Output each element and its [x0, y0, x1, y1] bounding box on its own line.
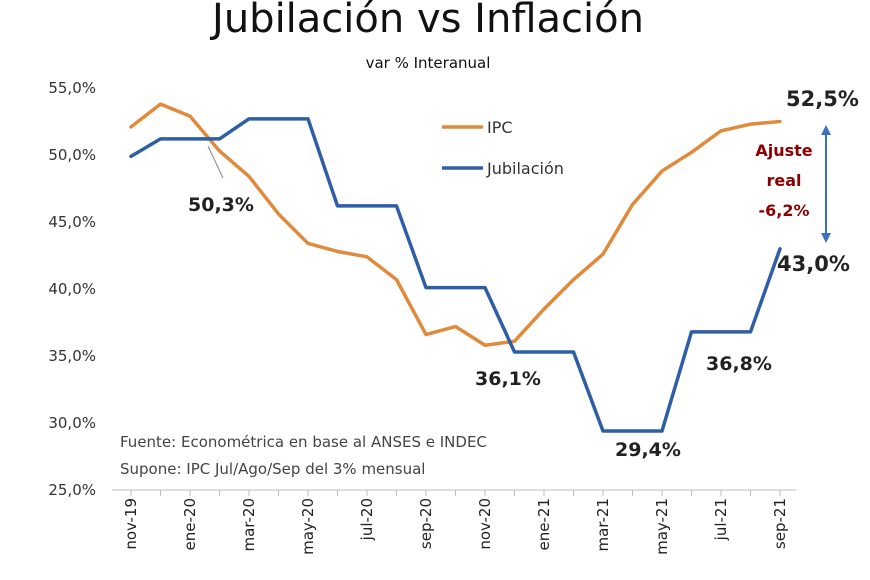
chart-title: Jubilación vs Inflación	[209, 0, 644, 42]
x-tick-label: nov-19	[122, 498, 140, 550]
y-tick-label: 55,0%	[48, 79, 96, 97]
gap-annotation: Ajuste real -6,2%	[755, 125, 831, 243]
gap-annotation-line1: Ajuste	[755, 141, 812, 160]
source-note-1: Fuente: Econométrica en base al ANSES e …	[120, 433, 487, 451]
x-tick-label: nov-20	[476, 498, 494, 550]
source-note-2: Supone: IPC Jul/Ago/Sep del 3% mensual	[120, 460, 425, 478]
x-tick-label: jul-21	[712, 498, 730, 541]
data-label-ipc-feb20: 50,3%	[188, 194, 254, 216]
y-tick-label: 45,0%	[48, 213, 96, 231]
legend-label-ipc: IPC	[487, 118, 513, 137]
gap-annotation-line2: real	[766, 171, 801, 190]
series-line-jubilacion	[129, 117, 782, 433]
data-labels: 50,3% 36,1% 29,4% 36,8% 52,5% 43,0%	[188, 87, 859, 461]
data-label-jub-sep21: 43,0%	[777, 252, 850, 276]
y-tick-label: 35,0%	[48, 347, 96, 365]
x-tick-label: jul-20	[358, 498, 376, 541]
chart-subtitle: var % Interanual	[366, 54, 491, 72]
legend: IPC Jubilación	[442, 118, 564, 178]
data-label-ipc-sep21: 52,5%	[786, 87, 859, 111]
plot-series	[129, 102, 782, 433]
data-label-dic20: 36,1%	[475, 368, 541, 390]
x-tick-label: sep-21	[771, 498, 789, 549]
data-label-jub-mar21: 29,4%	[615, 439, 681, 461]
gap-annotation-line3: -6,2%	[758, 201, 809, 220]
x-tick-label: may-21	[653, 498, 671, 555]
x-tick-label: ene-21	[535, 498, 553, 550]
x-axis: nov-19 ene-20 mar-20 may-20 jul-20 sep-20 nov-…	[112, 489, 796, 555]
y-tick-label: 40,0%	[48, 280, 96, 298]
x-tick-label: mar-21	[594, 498, 612, 552]
label-leader-line	[207, 145, 224, 179]
legend-label-jubilacion: Jubilación	[486, 159, 564, 178]
x-tick-label: ene-20	[181, 498, 199, 550]
series-line-ipc	[129, 102, 782, 348]
source-notes: Fuente: Econométrica en base al ANSES e …	[120, 433, 487, 478]
x-tick-label: sep-20	[417, 498, 435, 549]
data-label-jub-jun21: 36,8%	[706, 353, 772, 375]
y-tick-label: 50,0%	[48, 146, 96, 164]
x-tick-label: mar-20	[240, 498, 258, 552]
y-tick-label: 30,0%	[48, 414, 96, 432]
x-tick-label: may-20	[299, 498, 317, 555]
y-axis: 55,0% 50,0% 45,0% 40,0% 35,0% 30,0% 25,0%	[48, 79, 96, 499]
y-tick-label: 25,0%	[48, 481, 96, 499]
